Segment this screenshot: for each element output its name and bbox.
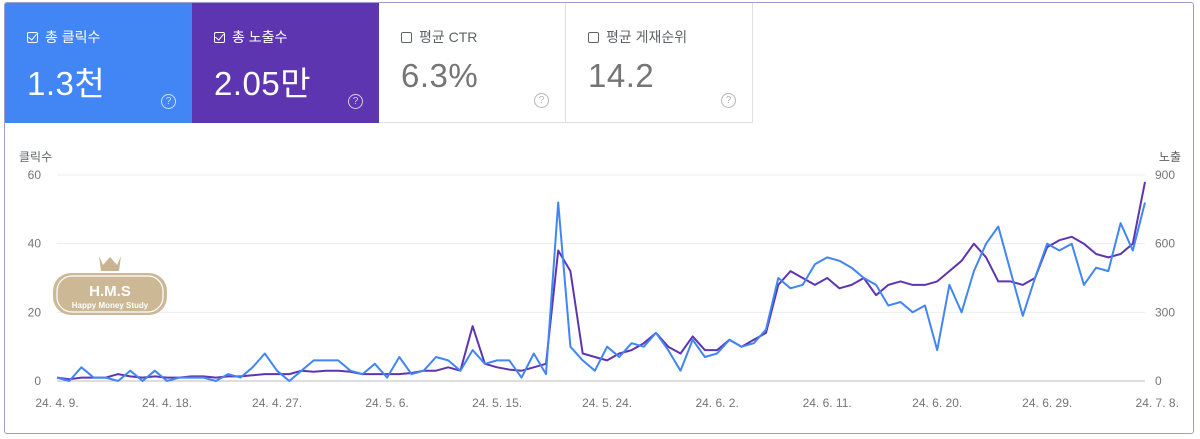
x-tick-label: 24. 5. 24.	[582, 396, 632, 410]
left-tick-label: 60	[28, 168, 42, 182]
metric-cards: 총 클릭수 1.3천 ? 총 노출수 2.05만 ? 평균 CTR 6.3% ?	[5, 3, 753, 123]
left-axis-title: 클릭수	[19, 150, 52, 164]
logo-badge-border	[56, 275, 164, 313]
left-tick-label: 40	[28, 237, 42, 251]
total-impressions-label: 총 노출수	[232, 29, 288, 45]
clicks-series-line[interactable]	[56, 201, 1146, 382]
help-icon[interactable]: ?	[348, 94, 363, 109]
help-icon[interactable]: ?	[161, 94, 176, 109]
checkbox-unchecked-icon[interactable]	[401, 31, 412, 43]
average-position-header: 평균 게재순위	[588, 27, 687, 47]
logo-badge	[53, 273, 167, 315]
total-clicks-card[interactable]: 총 클릭수 1.3천 ?	[5, 3, 192, 123]
x-tick-label: 24. 5. 15.	[472, 396, 522, 410]
total-clicks-label: 총 클릭수	[45, 29, 101, 45]
checkbox-unchecked-icon[interactable]	[588, 31, 599, 43]
total-clicks-header: 총 클릭수	[27, 27, 100, 47]
help-icon[interactable]: ?	[721, 93, 736, 108]
x-tick-label: 24. 6. 11.	[803, 396, 852, 410]
average-ctr-label: 평균 CTR	[419, 29, 478, 45]
performance-chart: 클릭수 노출 60 900 40 600 20 300 0 0 24. 4. 9. 24. 4. …	[5, 123, 1193, 433]
total-impressions-card[interactable]: 총 노출수 2.05만 ?	[192, 3, 379, 123]
average-ctr-card[interactable]: 평균 CTR 6.3% ?	[379, 3, 566, 123]
total-clicks-value: 1.3천	[27, 65, 106, 102]
x-tick-label: 24. 4. 27.	[252, 396, 302, 410]
help-icon[interactable]: ?	[534, 93, 549, 108]
average-position-label: 평균 게재순위	[606, 29, 688, 45]
logo-subtitle: Happy Money Study	[72, 301, 149, 310]
x-tick-label: 24. 4. 18.	[142, 396, 192, 410]
left-tick-label: 20	[28, 305, 42, 319]
checkbox-checked-icon[interactable]	[27, 31, 38, 43]
performance-panel: 총 클릭수 1.3천 ? 총 노출수 2.05만 ? 평균 CTR 6.3% ?	[4, 2, 1194, 434]
x-tick-label: 24. 6. 2.	[695, 396, 738, 410]
total-impressions-header: 총 노출수	[214, 27, 287, 47]
checkbox-checked-icon[interactable]	[214, 31, 225, 43]
right-tick-label: 300	[1155, 305, 1175, 319]
average-position-value: 14.2	[588, 57, 655, 94]
x-tick-label: 24. 6. 29.	[1022, 396, 1072, 410]
crown-icon	[99, 256, 121, 271]
average-position-card[interactable]: 평균 게재순위 14.2 ?	[566, 3, 753, 123]
x-tick-label: 24. 4. 9.	[35, 396, 78, 410]
x-tick-label: 24. 7. 8.	[1136, 396, 1179, 410]
logo-title: H.M.S	[89, 283, 131, 300]
x-tick-label: 24. 6. 20.	[912, 396, 962, 410]
impressions-series-line[interactable]	[56, 181, 1146, 381]
hms-logo: H.M.S Happy Money Study	[53, 256, 167, 315]
total-impressions-value: 2.05만	[214, 65, 312, 102]
left-tick-label: 0	[34, 374, 41, 388]
right-axis-title: 노출	[1159, 150, 1181, 164]
line-chart-svg: 클릭수 노출 60 900 40 600 20 300 0 0 24. 4. 9. 24. 4. …	[19, 150, 1181, 410]
right-tick-label: 900	[1155, 168, 1175, 182]
right-tick-label: 0	[1155, 374, 1162, 388]
x-tick-label: 24. 5. 6.	[365, 396, 408, 410]
right-tick-label: 600	[1155, 237, 1175, 251]
average-ctr-header: 평균 CTR	[401, 27, 477, 47]
average-ctr-value: 6.3%	[401, 57, 479, 94]
